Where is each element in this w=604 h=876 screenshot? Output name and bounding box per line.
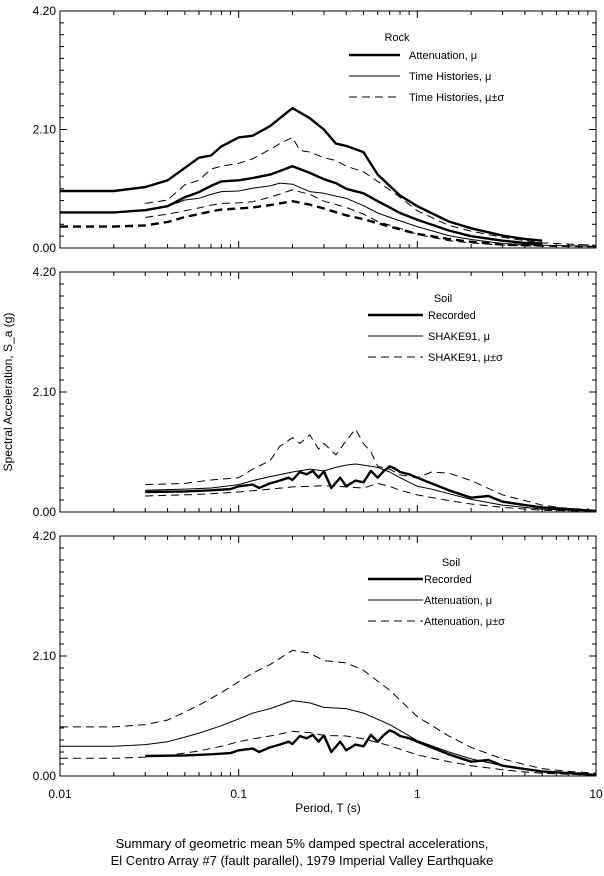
- legend-label: Attenuation, μ±σ: [424, 616, 505, 628]
- x-tick-label: 0.01: [48, 787, 72, 801]
- plot-frame-bottom: [59, 535, 597, 777]
- y-tick-label: 2.10: [33, 123, 57, 137]
- series-line-attenuation-: [60, 106, 543, 242]
- legend-title: Rock: [384, 32, 410, 44]
- series-line-shake91-: [145, 463, 597, 512]
- legend-label: SHAKE91, μ: [428, 331, 490, 343]
- series-line-time-histories-: [145, 182, 597, 247]
- legend-label: Recorded: [428, 310, 476, 322]
- series-line-attenuation-: [60, 700, 597, 775]
- figure-caption-line-2: El Centro Array #7 (fault parallel), 197…: [110, 853, 494, 868]
- legend-title: Soil: [442, 557, 460, 569]
- series-line-attenuation-: [60, 730, 597, 776]
- series-line-shake91-: [145, 482, 597, 512]
- y-tick-label: 4.20: [33, 4, 57, 18]
- series-line-attenuation-: [60, 649, 597, 774]
- legend-label: Attenuation, μ: [424, 595, 492, 607]
- legend-label: Time Histories, μ: [409, 71, 491, 83]
- y-tick-label: 0.00: [33, 769, 57, 783]
- legend-label: Time Histories, μ±σ: [409, 92, 504, 104]
- series-line-time-histories-: [145, 136, 597, 246]
- y-tick-label: 4.20: [33, 529, 57, 543]
- series-line-time-histories-: [145, 189, 597, 248]
- x-tick-label: 1: [414, 787, 421, 801]
- series-line-recorded: [145, 465, 597, 513]
- series-line-attenuation-: [60, 164, 543, 245]
- x-tick-label: 10: [589, 787, 603, 801]
- y-tick-label: 0.00: [33, 241, 57, 255]
- y-tick-label: 2.10: [33, 649, 57, 663]
- series-line-shake91-: [145, 428, 597, 511]
- legend-label: SHAKE91, μ±σ: [428, 352, 503, 364]
- y-tick-label: 0.00: [33, 505, 57, 519]
- legend-title: Soil: [434, 293, 452, 305]
- plot-frame-middle: [59, 271, 597, 513]
- panel-middle: [59, 271, 597, 513]
- series-line-recorded: [145, 729, 597, 777]
- panel-top: [59, 10, 597, 249]
- legend-label: Attenuation, μ: [409, 50, 477, 62]
- series-line-attenuation-: [60, 199, 543, 247]
- y-tick-label: 2.10: [33, 385, 57, 399]
- legend-label: Recorded: [424, 574, 472, 586]
- figure-caption-line-1: Summary of geometric mean 5% damped spec…: [115, 836, 489, 851]
- x-axis-label: Period, T (s): [295, 801, 361, 815]
- x-tick-label: 0.1: [230, 787, 247, 801]
- y-tick-label: 4.20: [33, 265, 57, 279]
- plot-frame-top: [59, 10, 597, 249]
- y-axis-label: Spectral Acceleration, S_a (g): [1, 313, 15, 472]
- panel-bottom: [59, 535, 597, 777]
